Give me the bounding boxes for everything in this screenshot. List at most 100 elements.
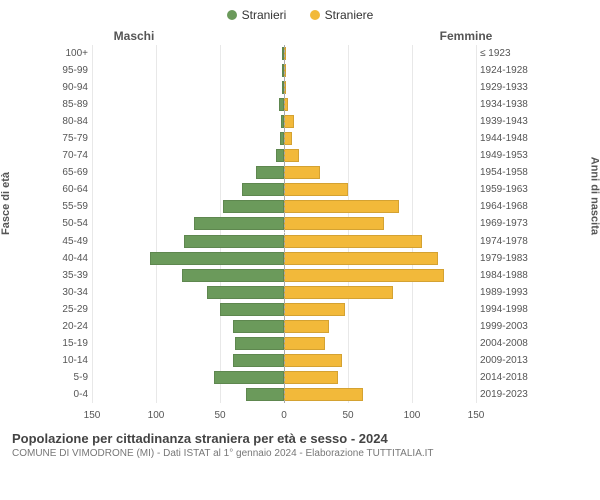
bar-male [233, 354, 284, 367]
bar-female [284, 371, 338, 384]
age-label: 90-94 [52, 82, 92, 93]
bar-female [284, 183, 348, 196]
age-row: 80-841939-1943 [52, 113, 532, 130]
birth-label: 1944-1948 [476, 133, 532, 144]
age-label: 35-39 [52, 270, 92, 281]
bar-pair [92, 252, 476, 265]
age-label: 55-59 [52, 201, 92, 212]
bar-female [284, 81, 286, 94]
bar-pair [92, 132, 476, 145]
age-row: 20-24 1999-2003 [52, 318, 532, 335]
population-pyramid-chart: Stranieri Straniere Maschi Femmine Fasce… [0, 0, 600, 500]
age-label: 45-49 [52, 236, 92, 247]
bar-pair [92, 47, 476, 60]
x-tick: 100 [404, 410, 421, 421]
header-female: Femmine [300, 29, 592, 43]
chart-footer: Popolazione per cittadinanza straniera p… [8, 431, 592, 459]
legend-label-male: Stranieri [242, 8, 287, 22]
birth-label: 2019-2023 [476, 389, 532, 400]
age-label: 75-79 [52, 133, 92, 144]
age-row: 0-42019-2023 [52, 386, 532, 403]
age-label: 95-99 [52, 65, 92, 76]
bar-male [281, 115, 284, 128]
bar-pair [92, 337, 476, 350]
bar-male [150, 252, 284, 265]
bar-female [284, 252, 438, 265]
x-axis: 15010050050100150 [92, 405, 476, 425]
age-row: 50-541969-1973 [52, 215, 532, 232]
bar-pair [92, 354, 476, 367]
birth-label: 1999-2003 [476, 321, 532, 332]
x-tick: 150 [84, 410, 101, 421]
birth-label: 1959-1963 [476, 184, 532, 195]
bar-female [284, 166, 320, 179]
age-row: 90-94 1929-1933 [52, 79, 532, 96]
age-row: 55-591964-1968 [52, 198, 532, 215]
age-row: 5-92014-2018 [52, 369, 532, 386]
bar-pair [92, 183, 476, 196]
birth-label: ≤ 1923 [476, 48, 532, 59]
age-row: 30-341989-1993 [52, 284, 532, 301]
age-label: 50-54 [52, 218, 92, 229]
legend-swatch-female [310, 10, 320, 20]
bar-male [214, 371, 284, 384]
birth-label: 1954-1958 [476, 167, 532, 178]
bar-male [235, 337, 284, 350]
header-male: Maschi [8, 29, 300, 43]
axis-headers: Maschi Femmine [8, 29, 592, 43]
bar-pair [92, 115, 476, 128]
bar-female [284, 320, 329, 333]
birth-label: 1974-1978 [476, 236, 532, 247]
birth-label: 1939-1943 [476, 116, 532, 127]
bar-male [242, 183, 284, 196]
bar-pair [92, 200, 476, 213]
age-label: 25-29 [52, 304, 92, 315]
bar-female [284, 149, 299, 162]
bar-pair [92, 320, 476, 333]
y-axis-title-right: Anni di nascita [588, 157, 600, 235]
birth-label: 1929-1933 [476, 82, 532, 93]
bar-female [284, 354, 342, 367]
age-row: 85-89 1934-1938 [52, 96, 532, 113]
age-row: 25-29 1994-1998 [52, 301, 532, 318]
bar-pair [92, 269, 476, 282]
bar-female [284, 269, 444, 282]
age-label: 15-19 [52, 338, 92, 349]
legend-item-female: Straniere [310, 8, 374, 22]
bar-female [284, 200, 399, 213]
bar-female [284, 388, 363, 401]
age-label: 70-74 [52, 150, 92, 161]
x-tick: 100 [148, 410, 165, 421]
age-label: 65-69 [52, 167, 92, 178]
bar-female [284, 286, 393, 299]
age-row: 75-79 1944-1948 [52, 130, 532, 147]
bar-male [279, 98, 284, 111]
birth-label: 1984-1988 [476, 270, 532, 281]
age-row: 70-74 1949-1953 [52, 147, 532, 164]
birth-label: 1949-1953 [476, 150, 532, 161]
age-row: 45-49 1974-1978 [52, 233, 532, 250]
age-label: 20-24 [52, 321, 92, 332]
birth-label: 1934-1938 [476, 99, 532, 110]
bar-male [282, 64, 284, 77]
birth-label: 2014-2018 [476, 372, 532, 383]
age-row: 60-641959-1963 [52, 181, 532, 198]
bar-female [284, 337, 325, 350]
bar-pair [92, 166, 476, 179]
age-row: 95-991924-1928 [52, 62, 532, 79]
plot-area: Fasce di età Anni di nascita 100+≤ 19239… [8, 45, 592, 425]
bar-female [284, 98, 288, 111]
age-label: 85-89 [52, 99, 92, 110]
bar-pair [92, 98, 476, 111]
bar-male [280, 132, 284, 145]
age-label: 30-34 [52, 287, 92, 298]
legend: Stranieri Straniere [8, 8, 592, 23]
x-tick: 150 [468, 410, 485, 421]
bar-male [220, 303, 284, 316]
bar-male [184, 235, 284, 248]
age-row: 40-441979-1983 [52, 250, 532, 267]
birth-label: 1994-1998 [476, 304, 532, 315]
bar-pair [92, 286, 476, 299]
bar-female [284, 235, 422, 248]
x-tick: 50 [342, 410, 353, 421]
